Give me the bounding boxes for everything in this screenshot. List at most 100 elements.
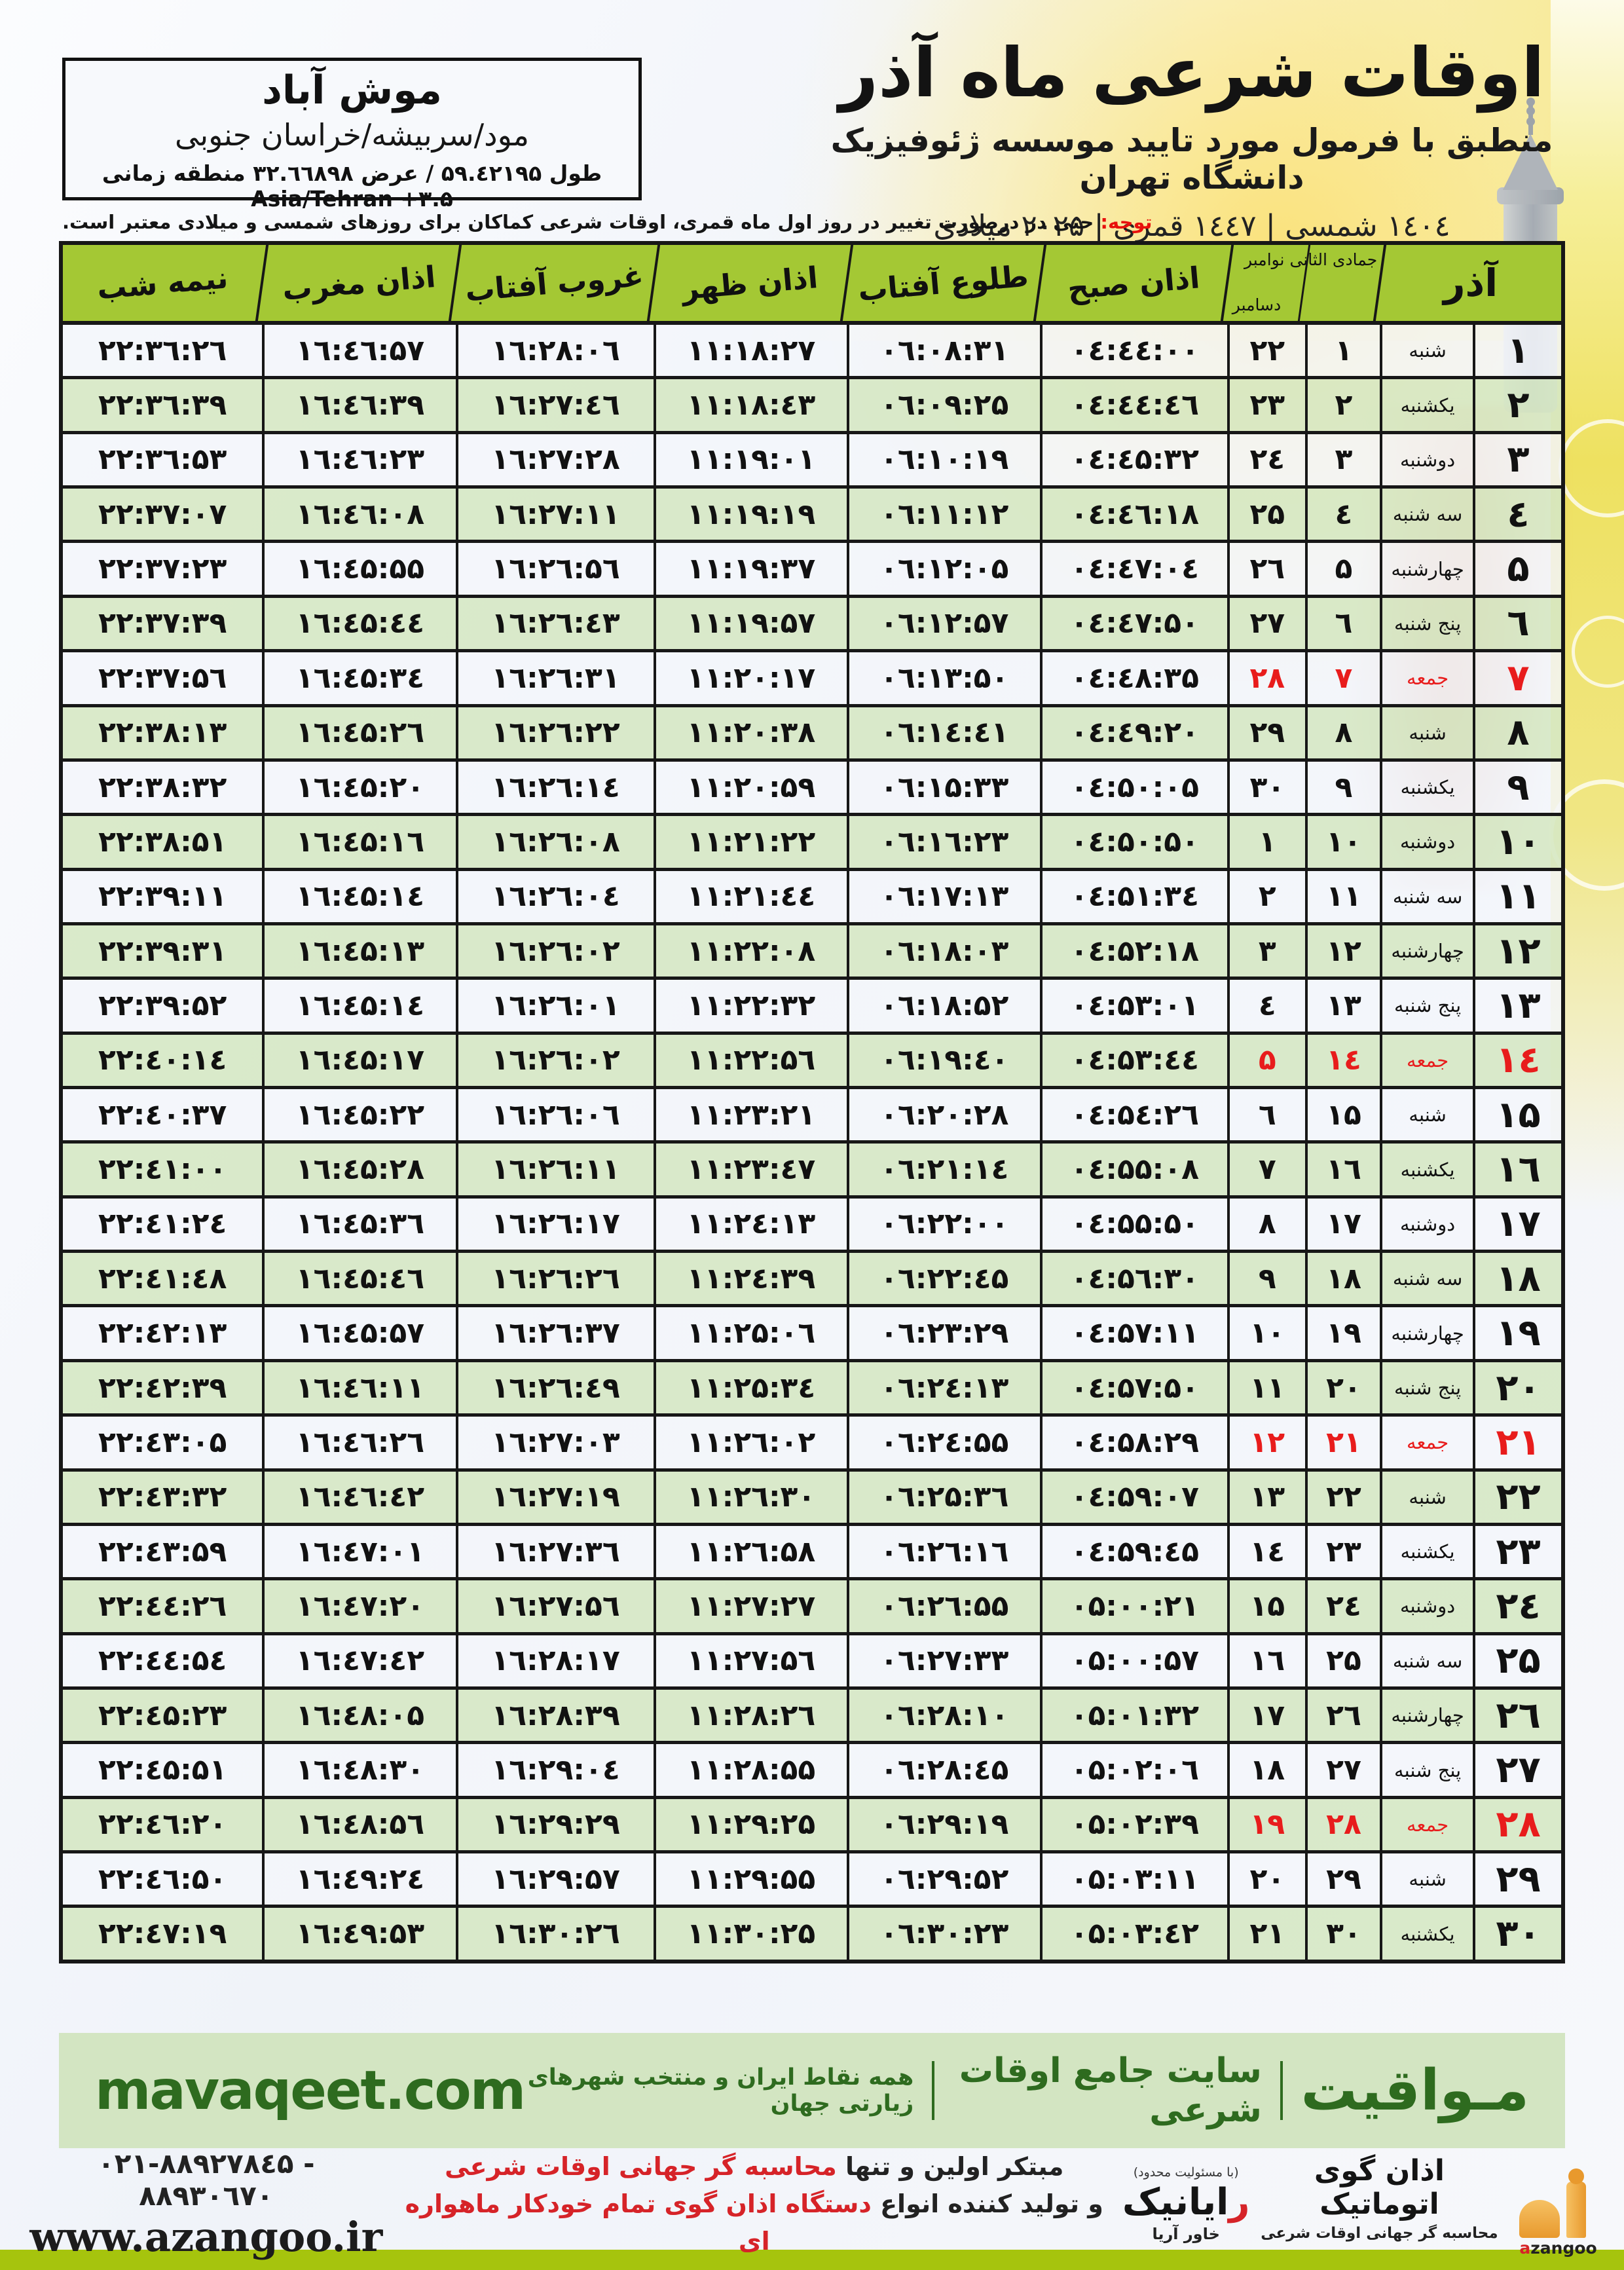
calendar-years: ۱٤٠٤ شمسی | ۱٤٤۷ قمری | ۲٠۲۵ میلادی	[933, 208, 1450, 243]
mavaqeet-coverage: همه نقاط ایران و منتخب شهرهای زیارتی جها…	[527, 2064, 914, 2117]
mavaqeet-tagline: سایت جامع اوقات شرعی	[959, 2051, 1262, 2130]
cell-azar-day: ۱۸	[1473, 1253, 1561, 1305]
table-row: ۲٤ دوشنبه ۲٤ ۱۵ ٠۵:٠٠:۲۱ ٠٦:۲٦:۵۵ ۱۱:۲۷:…	[63, 1577, 1561, 1632]
cell-sunrise: ٠٦:٠۹:۲۵	[846, 379, 1040, 431]
cell-sunrise: ٠٦:۲۸:٤۵	[846, 1744, 1040, 1796]
coords-text: طول ۵۹.٤۲۱۹۵ / عرض ۳۲.٦٦۸۹۸ منطقه زمانی	[101, 160, 602, 186]
ornament-swirl	[1572, 616, 1624, 688]
header-midnight: نیمه شب	[96, 259, 230, 307]
cell-azan-sobh: ٠٤:٤۹:۲٠	[1039, 707, 1227, 758]
mavaqeet-url-link[interactable]: mavaqeet.com	[94, 2059, 526, 2122]
cell-gregorian-day: ۵	[1227, 1034, 1305, 1087]
cell-sunset: ۱٦:۲٦:۲٦	[455, 1253, 654, 1305]
cell-azan-zohr: ۱۱:۱۹:۵۷	[653, 597, 847, 650]
cell-midnight: ۲۲:٤۲:۱۳	[63, 1307, 263, 1359]
header-hijri-gregorian: جمادی الثانی نوامبر دسامبر	[1227, 245, 1380, 321]
cell-sunset: ۱٦:۲٦:۲۲	[455, 707, 654, 758]
cell-azan-sobh: ٠۵:٠٠:۲۱	[1039, 1580, 1227, 1632]
table-row: ۲ یکشنبه ۲ ۲۳ ٠٤:٤٤:٤٦ ٠٦:٠۹:۲۵ ۱۱:۱۸:٤۳…	[63, 376, 1561, 431]
azangoo-subtitle: محاسبه گر جهانی اوقات شرعی	[1261, 2225, 1498, 2242]
cell-sunset: ۱٦:۲٦:٤۹	[455, 1362, 654, 1414]
cell-weekday: سه شنبه	[1380, 1635, 1473, 1686]
cell-azan-sobh: ٠٤:۵۳:٤٤	[1039, 1034, 1227, 1087]
header-azan-maghreb: اذان مغرب	[262, 245, 455, 321]
cell-midnight: ۲۲:٤۵:۲۳	[63, 1689, 263, 1741]
cell-azan-zohr: ۱۱:۲۹:۵۵	[653, 1853, 847, 1905]
cell-midnight: ۲۲:٤۱:٤۸	[63, 1253, 263, 1305]
cell-sunrise: ٠٦:۲٠:۲۸	[846, 1089, 1040, 1141]
cell-sunset: ۱٦:۲۷:۳٦	[455, 1525, 654, 1578]
cell-hijri-day: ٤	[1304, 489, 1380, 540]
cell-sunset: ۱٦:۲۸:۱۷	[455, 1635, 654, 1686]
phone-numbers: ٠۲۱-۸۸۹۲۷۸٤۵ - ۸۸۹۳٠٦۷٠	[98, 2147, 315, 2212]
cell-azar-day: ۱٠	[1473, 816, 1561, 868]
cell-azar-day: ۹	[1473, 761, 1561, 813]
cell-gregorian-day: ۹	[1227, 1253, 1305, 1305]
cell-midnight: ۲۲:۳٦:۵۳	[63, 434, 263, 486]
cell-azar-day: ۲۹	[1473, 1853, 1561, 1905]
rayanik-logo: (با مسئولیت محدود) رایانیک خاور آریا	[1122, 2165, 1250, 2243]
cell-sunrise: ٠٦:۱۹:٤٠	[846, 1034, 1040, 1087]
cell-sunrise: ٠٦:٠۸:۳۱	[846, 325, 1040, 377]
table-row: ۲۲ شنبه ۲۲ ۱۳ ٠٤:۵۹:٠۷ ٠٦:۲۵:۳٦ ۱۱:۲٦:۳٠…	[63, 1468, 1561, 1523]
cell-azan-zohr: ۱۱:۲۱:٤٤	[653, 870, 847, 922]
cell-azan-maghreb: ۱٦:٤٦:۲۳	[262, 434, 456, 486]
cell-midnight: ۲۲:٤٦:۵٠	[63, 1853, 263, 1905]
cell-gregorian-day: ٤	[1227, 980, 1305, 1032]
cell-midnight: ۲۲:۳۷:۵٦	[63, 652, 263, 704]
table-row: ۸ شنبه ۸ ۲۹ ٠٤:٤۹:۲٠ ٠٦:۱٤:٤۱ ۱۱:۲٠:۳۸ ۱…	[63, 703, 1561, 758]
cell-sunset: ۱٦:۲٦:٠٦	[455, 1089, 654, 1141]
cell-azan-sobh: ٠٤:۵٤:۲٦	[1039, 1089, 1227, 1141]
cell-weekday: جمعه	[1380, 1798, 1473, 1851]
cell-gregorian-day: ۱۹	[1227, 1798, 1305, 1851]
cell-azan-zohr: ۱۱:۲٠:۱۷	[653, 652, 847, 704]
cell-azan-zohr: ۱۱:۱۸:۲۷	[653, 325, 847, 377]
cell-azar-day: ۱۲	[1473, 925, 1561, 977]
cell-weekday: پنج شنبه	[1380, 1744, 1473, 1796]
cell-midnight: ۲۲:٤٤:۲٦	[63, 1580, 263, 1632]
azangoo-name: اذان گوی اتوماتیک	[1314, 2154, 1445, 2221]
cell-weekday: شنبه	[1380, 707, 1473, 758]
bottom-accent-bar	[0, 2250, 1624, 2270]
cell-gregorian-day: ۸	[1227, 1198, 1305, 1250]
cell-sunrise: ٠٦:۲۷:۳۳	[846, 1635, 1040, 1686]
cell-hijri-day: ۳	[1304, 434, 1380, 486]
header-azan-zohr: اذان ظهر	[654, 245, 847, 321]
cell-gregorian-day: ۱٦	[1227, 1635, 1305, 1686]
cell-azan-sobh: ٠٤:٤۸:۳۵	[1039, 652, 1227, 704]
cell-hijri-day: ۲۳	[1304, 1525, 1380, 1578]
cell-azan-maghreb: ۱٦:٤۵:۳٦	[262, 1198, 456, 1250]
cell-gregorian-day: ۲۲	[1227, 325, 1305, 377]
cell-sunrise: ٠٦:۱۲:۵۷	[846, 597, 1040, 650]
cell-azan-zohr: ۱۱:۲٠:۳۸	[653, 707, 847, 758]
cell-azan-sobh: ٠۵:٠۱:۳۲	[1039, 1689, 1227, 1741]
cell-sunrise: ٠٦:۱٠:۱۹	[846, 434, 1040, 486]
cell-azan-zohr: ۱۱:۲٦:٠۲	[653, 1417, 847, 1468]
cell-azan-maghreb: ۱٦:٤۷:٠۱	[262, 1525, 456, 1578]
cell-sunrise: ٠٦:۱۳:۵٠	[846, 652, 1040, 704]
cell-weekday: پنج شنبه	[1380, 597, 1473, 650]
cell-midnight: ۲۲:۳۹:۵۲	[63, 980, 263, 1032]
cell-sunset: ۱٦:۲٦:٤۳	[455, 597, 654, 650]
prayer-times-table: آذر جمادی الثانی نوامبر دسامبر اذان صبح …	[59, 241, 1565, 1963]
cell-azan-sobh: ٠٤:۵۸:۲۹	[1039, 1417, 1227, 1468]
cell-azan-zohr: ۱۱:۲٤:۱۳	[653, 1198, 847, 1250]
cell-azan-zohr: ۱۱:۳٠:۲۵	[653, 1908, 847, 1960]
cell-azan-sobh: ٠٤:۵۷:۱۱	[1039, 1307, 1227, 1359]
cell-gregorian-day: ۲٠	[1227, 1853, 1305, 1905]
divider	[932, 2061, 934, 2120]
cell-azan-zohr: ۱۱:۲٤:۳۹	[653, 1253, 847, 1305]
cell-azan-maghreb: ۱٦:٤۵:۱۷	[262, 1034, 456, 1087]
timezone-text: Asia/Tehran +۳.۵	[251, 186, 453, 212]
cell-weekday: شنبه	[1380, 1471, 1473, 1523]
cell-azan-maghreb: ۱٦:٤۸:۵٦	[262, 1798, 456, 1851]
cell-azar-day: ۲۸	[1473, 1798, 1561, 1851]
cell-azan-sobh: ٠٤:۵٠:۵٠	[1039, 816, 1227, 868]
azangoo-website-link[interactable]: www.azangoo.ir	[29, 2212, 383, 2261]
company-slogan: مبتکر اولین و تنها محاسبه گر جهانی اوقات…	[386, 2148, 1122, 2260]
cell-weekday: پنج شنبه	[1380, 980, 1473, 1032]
cell-azan-maghreb: ۱٦:٤۵:۲۸	[262, 1144, 456, 1195]
cell-gregorian-day: ۱۲	[1227, 1417, 1305, 1468]
cell-sunrise: ٠٦:۱٤:٤۱	[846, 707, 1040, 758]
cell-azan-zohr: ۱۱:۲۳:۲۱	[653, 1089, 847, 1141]
